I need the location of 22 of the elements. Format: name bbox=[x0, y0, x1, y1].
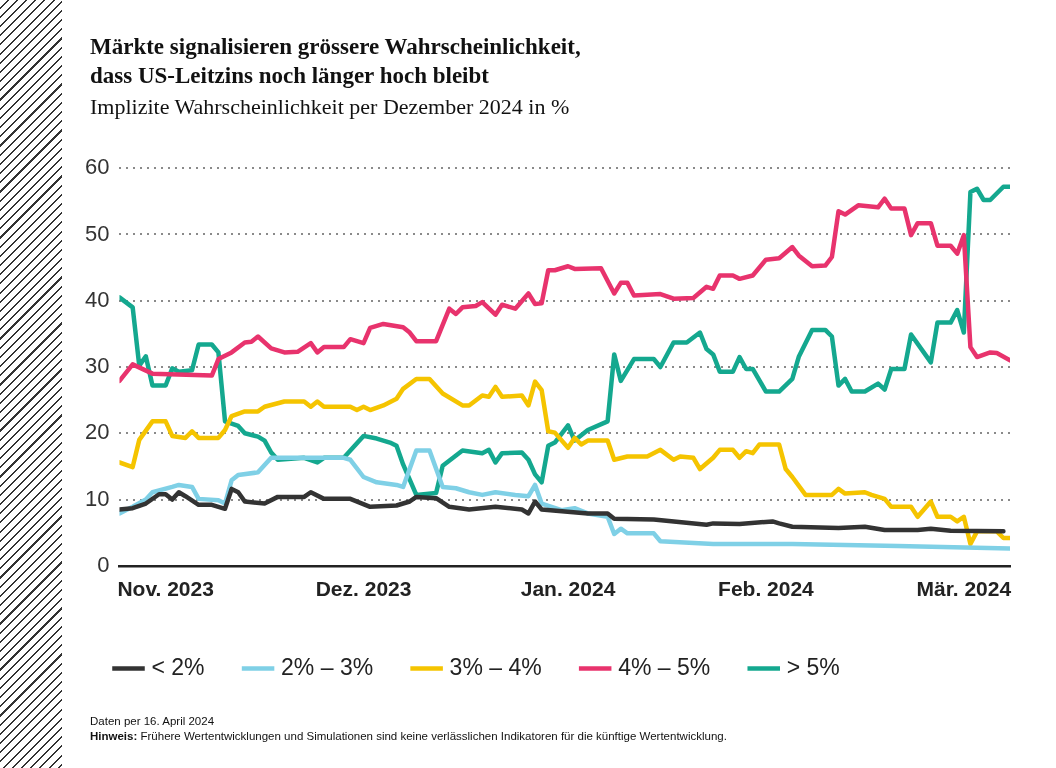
legend-label: > 5% bbox=[786, 653, 840, 680]
x-tick-label: Nov. 2023 bbox=[117, 577, 214, 601]
text: Hinweis: bbox=[90, 730, 138, 742]
y-tick-label: 10 bbox=[84, 485, 110, 511]
x-tick-label: Mär. 2024 bbox=[916, 577, 1012, 601]
y-tick-label: 30 bbox=[84, 353, 110, 379]
legend-label: < 2% bbox=[151, 653, 205, 680]
y-tick-label: 20 bbox=[84, 419, 110, 445]
text: Daten per 16. April 2024 bbox=[90, 714, 216, 729]
y-tick-label: 40 bbox=[84, 286, 110, 312]
legend-label: 3% – 4% bbox=[449, 653, 542, 680]
y-tick-label: 0 bbox=[97, 551, 110, 577]
chart-subtitle: Implizite Wahrscheinlichkeit per Dezember 2024 in % bbox=[90, 94, 570, 120]
y-tick-label: 60 bbox=[84, 154, 110, 180]
legend-label: 2% – 3% bbox=[281, 653, 374, 680]
x-tick-label: Feb. 2024 bbox=[718, 577, 815, 601]
text: Frühere Wertentwicklungen und Simulationen sind keine verlässlichen Indikatoren für die künftige Wertentwicklung. bbox=[140, 730, 727, 742]
chart-title: Märkte signalisieren grössere Wahrscheinlichkeit, dass US-Leitzins noch länger hoch bleibt bbox=[90, 33, 581, 90]
y-tick-label: 50 bbox=[84, 220, 110, 246]
x-tick-label: Dez. 2023 bbox=[315, 577, 412, 601]
legend-label: 4% – 5% bbox=[618, 653, 711, 680]
x-tick-label: Jan. 2024 bbox=[520, 577, 616, 601]
